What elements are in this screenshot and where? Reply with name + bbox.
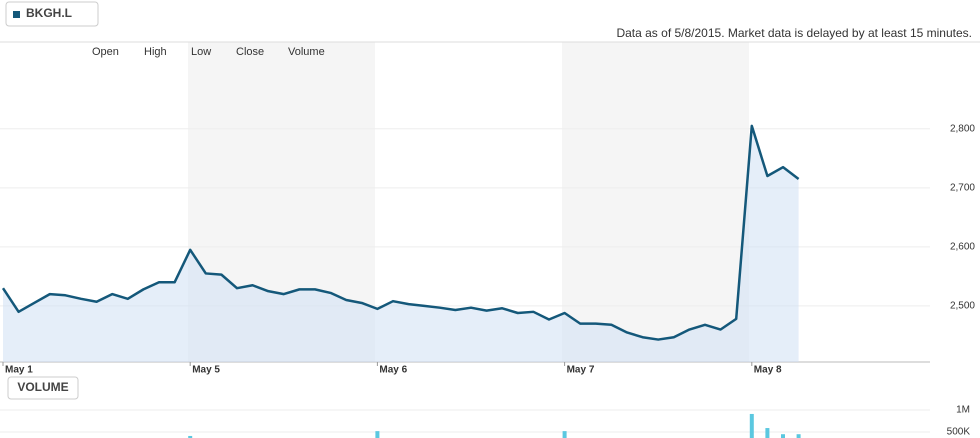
volume-bar [796,434,801,438]
legend-label: Open [92,46,119,58]
volume-bar [781,434,785,438]
symbol-button[interactable] [5,1,99,27]
volume-bar [749,413,754,438]
y-tick-label: 2,700 [950,182,975,193]
symbol-swatch [13,11,20,18]
x-tick-label: May 1 [5,365,33,376]
y-tick-label: 2,600 [950,242,975,253]
legend-label: High [144,46,167,58]
price-line [1,124,800,341]
notice: Data as of 5/8/2015. Market data is dela… [616,26,972,40]
day-shade [562,42,749,362]
y-tick-label: 2,800 [950,123,975,134]
x-tick-label: May 5 [192,365,220,376]
x-tick-label: May 7 [567,365,595,376]
y-tick-label: 500K [947,427,971,438]
volume-bar [765,428,770,438]
symbol-label: BKGH.L [26,6,72,20]
volume-bar [562,431,567,438]
y-tick-label: 2,500 [950,301,975,312]
legend-label: Low [191,46,211,58]
y-tick-label: 1M [956,405,970,416]
volume-title: VOLUME [17,380,68,394]
volume-button[interactable] [7,376,79,400]
legend-label: Volume [288,46,325,58]
legend-label: Close [236,46,264,58]
x-tick-label: May 8 [754,365,782,376]
volume-bar [375,431,380,438]
area [3,125,799,362]
x-tick-label: May 6 [379,365,407,376]
volume-bar [188,435,193,438]
